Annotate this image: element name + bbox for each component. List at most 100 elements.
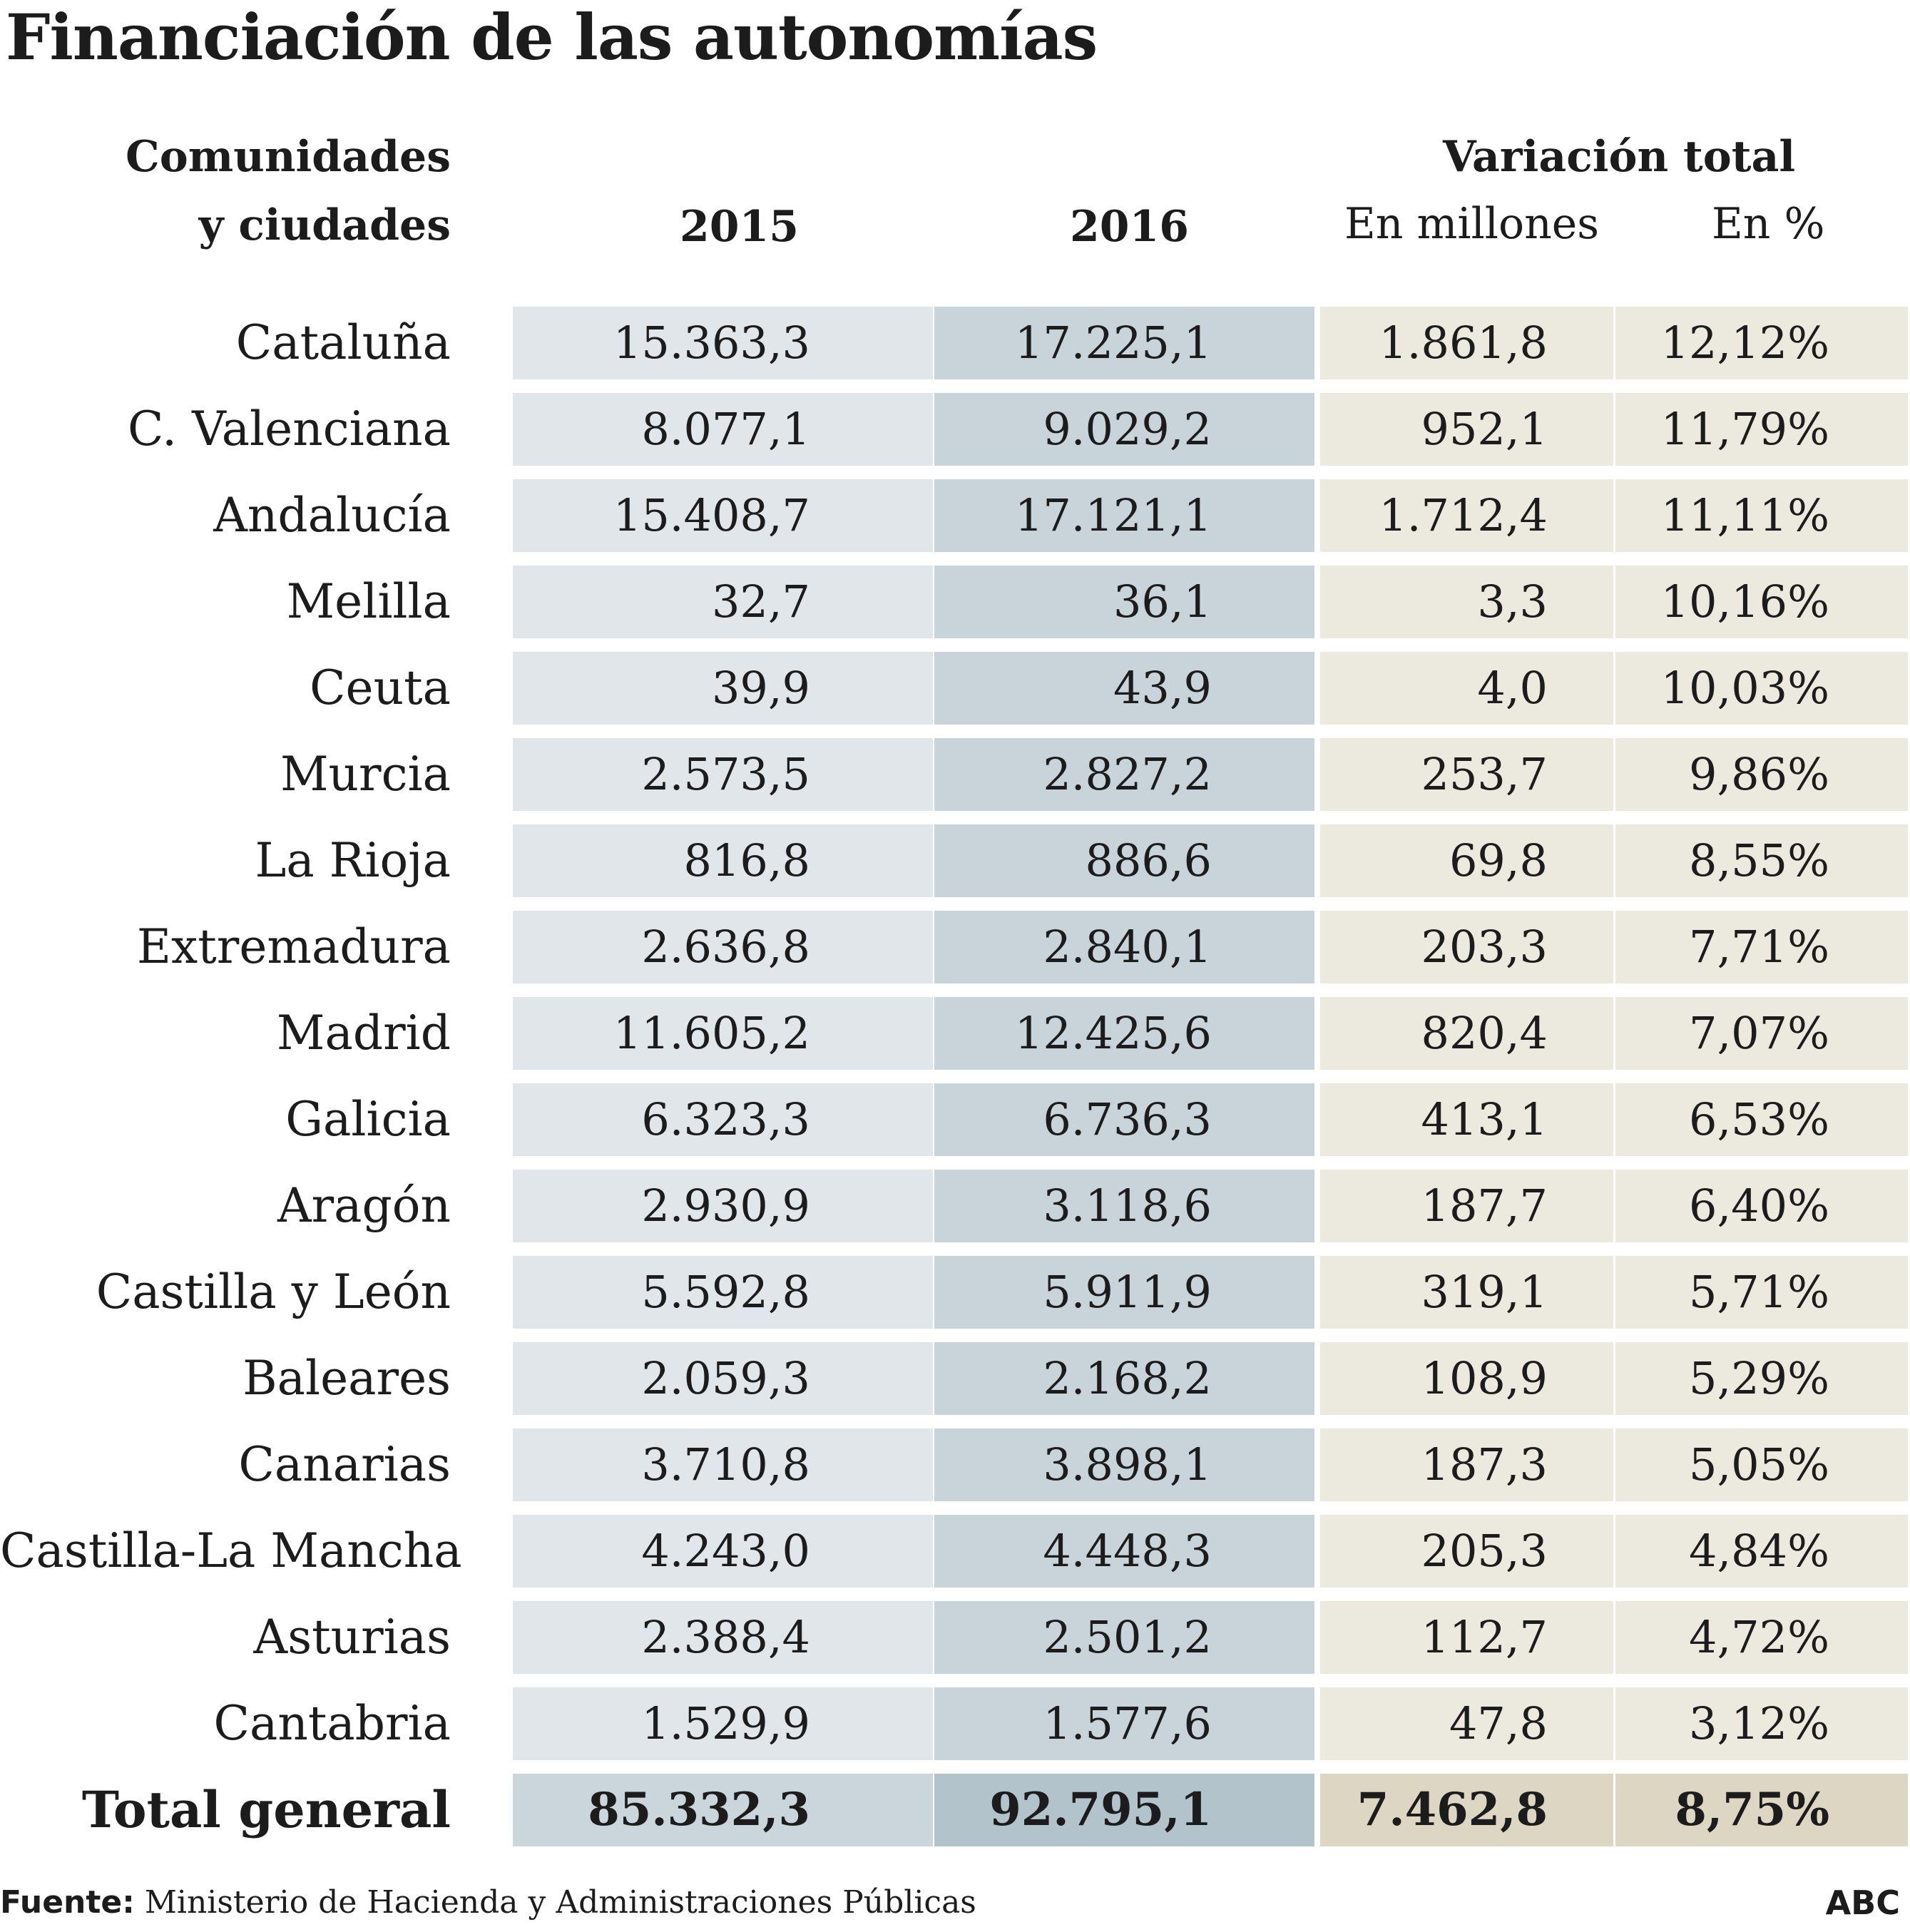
header-2016: 2016 <box>1070 202 1189 252</box>
cell-variation-percent: 11,79% <box>1615 393 1908 466</box>
cell-2016: 12.425,6 <box>934 997 1314 1070</box>
source-note: Fuente: Ministerio de Hacienda y Adminis… <box>0 1877 976 1928</box>
header-en-porcentaje: En % <box>1712 199 1825 249</box>
cell-variation-millions: 108,9 <box>1320 1342 1613 1415</box>
cell-variation-millions: 205,3 <box>1320 1515 1613 1588</box>
cell-2016: 9.029,2 <box>934 393 1314 466</box>
cell-variation-percent: 4,72% <box>1615 1601 1908 1674</box>
cell-variation-millions: 69,8 <box>1320 824 1613 897</box>
cell-2016: 2.840,1 <box>934 911 1314 983</box>
cell-2016: 3.898,1 <box>934 1428 1314 1501</box>
row-region: Andalucía <box>213 488 451 543</box>
header-variation-group: Variación total <box>1443 132 1796 182</box>
cell-2015: 4.243,0 <box>513 1515 933 1588</box>
cell-variation-millions: 112,7 <box>1320 1601 1613 1674</box>
total-cell-2016: 92.795,1 <box>934 1774 1314 1846</box>
cell-2015: 39,9 <box>513 652 933 725</box>
cell-2015: 816,8 <box>513 824 933 897</box>
cell-variation-millions: 820,4 <box>1320 997 1613 1070</box>
header-region-line1: Comunidades <box>125 132 451 182</box>
row-region: Cantabria <box>213 1696 451 1751</box>
cell-variation-percent: 5,71% <box>1615 1256 1908 1329</box>
cell-variation-millions: 4,0 <box>1320 652 1613 725</box>
cell-variation-percent: 8,55% <box>1615 824 1908 897</box>
cell-2016: 2.827,2 <box>934 738 1314 811</box>
cell-variation-millions: 187,3 <box>1320 1428 1613 1501</box>
row-region: Extremadura <box>136 919 451 974</box>
total-cell-2015: 85.332,3 <box>513 1774 933 1846</box>
total-cell-variation-millions: 7.462,8 <box>1320 1774 1613 1846</box>
cell-variation-millions: 253,7 <box>1320 738 1613 811</box>
total-cell-variation-percent: 8,75% <box>1615 1774 1908 1846</box>
row-region: Murcia <box>280 747 451 802</box>
cell-2015: 1.529,9 <box>513 1687 933 1760</box>
total-row-region: Total general <box>81 1780 451 1839</box>
cell-2015: 6.323,3 <box>513 1083 933 1156</box>
source-text: Ministerio de Hacienda y Administracione… <box>134 1884 976 1921</box>
row-region: Asturias <box>253 1610 451 1665</box>
cell-2015: 2.573,5 <box>513 738 933 811</box>
cell-variation-millions: 1.861,8 <box>1320 307 1613 379</box>
cell-2015: 11.605,2 <box>513 997 933 1070</box>
cell-variation-percent: 12,12% <box>1615 307 1908 379</box>
row-region: Aragón <box>277 1178 451 1233</box>
cell-2015: 2.059,3 <box>513 1342 933 1415</box>
cell-2015: 2.388,4 <box>513 1601 933 1674</box>
cell-variation-percent: 11,11% <box>1615 479 1908 552</box>
cell-2016: 5.911,9 <box>934 1256 1314 1329</box>
cell-2016: 43,9 <box>934 652 1314 725</box>
cell-variation-percent: 3,12% <box>1615 1687 1908 1760</box>
cell-2015: 15.363,3 <box>513 307 933 379</box>
row-region: C. Valenciana <box>127 402 451 456</box>
cell-variation-percent: 5,05% <box>1615 1428 1908 1501</box>
cell-2016: 36,1 <box>934 566 1314 638</box>
row-region: Baleares <box>242 1351 451 1406</box>
cell-2015: 2.930,9 <box>513 1170 933 1242</box>
cell-2016: 2.168,2 <box>934 1342 1314 1415</box>
cell-2015: 8.077,1 <box>513 393 933 466</box>
row-region: Castilla y León <box>96 1264 451 1319</box>
cell-variation-percent: 6,53% <box>1615 1083 1908 1156</box>
row-region: Ceuta <box>310 660 451 715</box>
cell-2015: 3.710,8 <box>513 1428 933 1501</box>
cell-variation-millions: 413,1 <box>1320 1083 1613 1156</box>
cell-variation-millions: 47,8 <box>1320 1687 1613 1760</box>
cell-variation-percent: 4,84% <box>1615 1515 1908 1588</box>
cell-2016: 6.736,3 <box>934 1083 1314 1156</box>
cell-variation-millions: 3,3 <box>1320 566 1613 638</box>
cell-variation-percent: 5,29% <box>1615 1342 1908 1415</box>
cell-2016: 1.577,6 <box>934 1687 1314 1760</box>
chart-title: Financiación de las autonomías <box>6 0 1098 74</box>
cell-2016: 4.448,3 <box>934 1515 1314 1588</box>
cell-variation-millions: 187,7 <box>1320 1170 1613 1242</box>
abc-logo: ABC <box>1825 1884 1900 1922</box>
header-region-line2: y ciudades <box>198 200 451 250</box>
cell-2016: 3.118,6 <box>934 1170 1314 1242</box>
header-en-millones: En millones <box>1344 199 1600 249</box>
header-2015: 2015 <box>680 202 799 252</box>
row-region: Madrid <box>276 1006 451 1060</box>
row-region: Canarias <box>238 1437 451 1492</box>
cell-variation-millions: 319,1 <box>1320 1256 1613 1329</box>
row-region: Castilla-La Mancha <box>0 1523 462 1578</box>
cell-2015: 15.408,7 <box>513 479 933 552</box>
cell-2016: 886,6 <box>934 824 1314 897</box>
cell-2015: 5.592,8 <box>513 1256 933 1329</box>
cell-2016: 17.121,1 <box>934 479 1314 552</box>
row-region: La Rioja <box>255 833 451 888</box>
cell-2016: 2.501,2 <box>934 1601 1314 1674</box>
source-label: Fuente: <box>0 1884 135 1921</box>
cell-2015: 2.636,8 <box>513 911 933 983</box>
cell-variation-millions: 203,3 <box>1320 911 1613 983</box>
cell-variation-percent: 10,03% <box>1615 652 1908 725</box>
cell-variation-millions: 1.712,4 <box>1320 479 1613 552</box>
cell-2015: 32,7 <box>513 566 933 638</box>
cell-variation-percent: 7,71% <box>1615 911 1908 983</box>
cell-variation-percent: 9,86% <box>1615 738 1908 811</box>
row-region: Melilla <box>286 574 451 629</box>
row-region: Cataluña <box>235 315 451 370</box>
cell-2016: 17.225,1 <box>934 307 1314 379</box>
cell-variation-percent: 10,16% <box>1615 566 1908 638</box>
cell-variation-percent: 7,07% <box>1615 997 1908 1070</box>
cell-variation-percent: 6,40% <box>1615 1170 1908 1242</box>
